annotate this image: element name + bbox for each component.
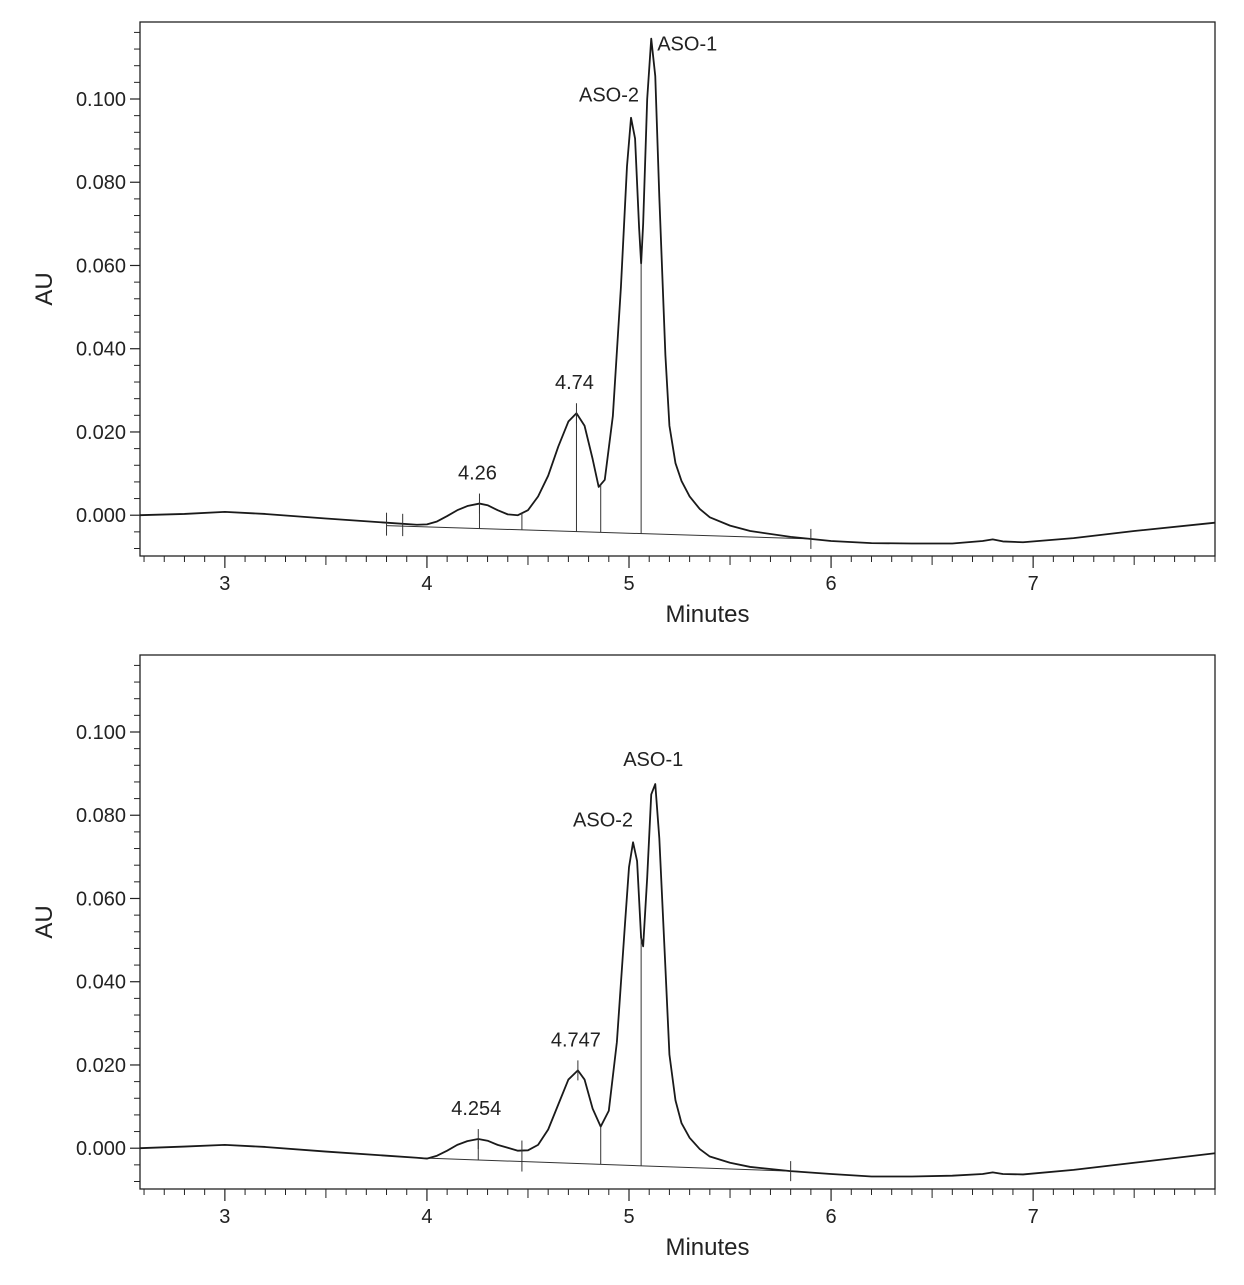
panel2-integration-baseline [416, 1157, 801, 1173]
panel2-x-tick-label: 3 [219, 1206, 230, 1228]
panel2-y-tick-label: 0.080 [76, 805, 126, 827]
panel1-x-tick-label: 4 [421, 573, 432, 595]
panel2-y-tick-label: 0.100 [76, 722, 126, 744]
panel1-y-tick-label: 0.040 [76, 339, 126, 361]
panel2-plot-frame [139, 654, 1216, 1190]
panel1-y-axis-label: AU [31, 272, 58, 305]
panel2-y-tick-label: 0.060 [76, 888, 126, 910]
panel2-x-tick-label: 6 [826, 1206, 837, 1228]
panel2-chart-group: 0.000 0.020 0.040 0.060 0.080 0.100 3 4 5 6 7 Minut… [31, 654, 1216, 1261]
panel1-peak-label: ASO-2 [579, 85, 639, 107]
panel1-x-axis-label: Minutes [665, 601, 749, 628]
panel2-y-tick-label: 0.040 [76, 972, 126, 994]
panel1-integration-baseline [386, 525, 811, 540]
panel1-y-tick-label: 0.100 [76, 89, 126, 111]
panel2-peak-label: ASO-2 [573, 809, 633, 831]
panel1-x-tick-label: 6 [826, 573, 837, 595]
panel1-chromatogram-trace [139, 37, 1216, 545]
panel1-y-tick-label: 0.080 [76, 172, 126, 194]
panel1-x-tick-label: 5 [623, 573, 634, 595]
panel1-x-tick-label: 7 [1028, 573, 1039, 595]
panel1-peak-label: ASO-1 [657, 34, 717, 56]
panel1-chart-group: 0.000 0.020 0.040 0.060 0.080 0.100 3 4 5 6 7 Minut… [31, 21, 1216, 628]
panel2-peak-label: 4.747 [551, 1029, 601, 1051]
panel1-peak-label: 4.26 [458, 463, 497, 485]
panel2-y-axis-label: AU [31, 905, 58, 938]
panel2-y-tick-label: 0.000 [76, 1138, 126, 1160]
panel1-x-tick-label: 3 [219, 573, 230, 595]
panel2-chromatogram-trace [139, 783, 1216, 1178]
panel2-peak-label: ASO-1 [623, 749, 683, 771]
panel1-peak-label: 4.74 [555, 372, 594, 394]
panel2-x-axis-label: Minutes [665, 1234, 749, 1261]
panel1-y-tick-label: 0.000 [76, 505, 126, 527]
panel2-peak-label: 4.254 [451, 1098, 501, 1120]
panel1-y-tick-label: 0.020 [76, 422, 126, 444]
panel2-y-tick-label: 0.020 [76, 1055, 126, 1077]
panel2-x-tick-label: 5 [623, 1206, 634, 1228]
panel2-x-tick-label: 4 [421, 1206, 432, 1228]
panel2-x-tick-label: 7 [1028, 1206, 1039, 1228]
panel1-y-tick-label: 0.060 [76, 255, 126, 277]
panel1-plot-frame [139, 21, 1216, 557]
